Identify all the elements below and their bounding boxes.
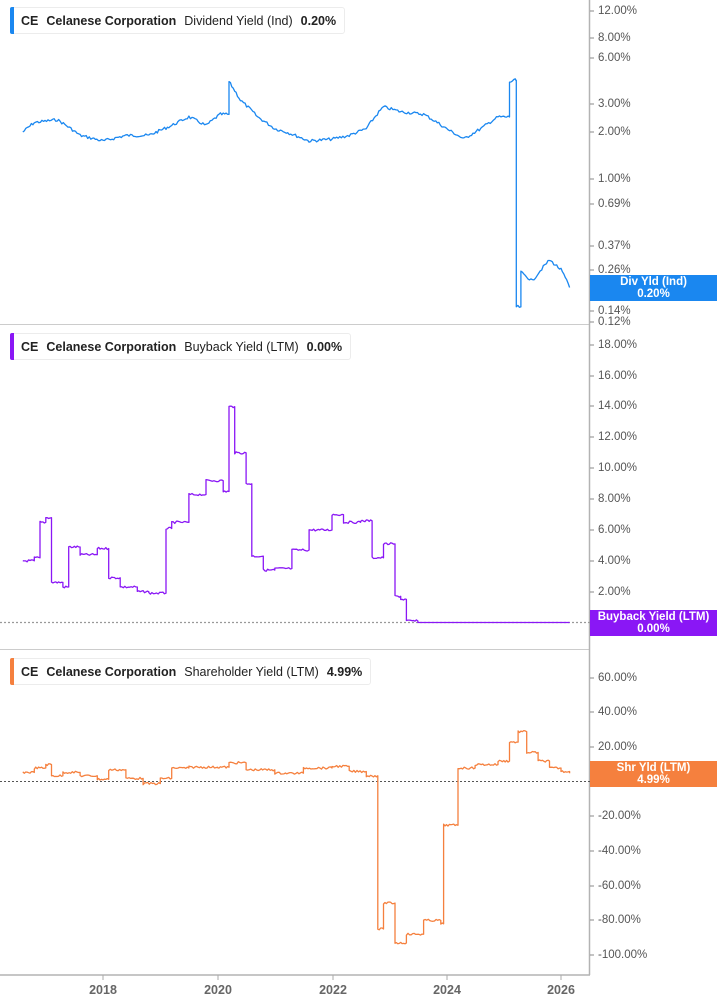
legend-value: 4.99%: [326, 664, 363, 679]
badge-label: Div Yld (Ind): [620, 276, 687, 288]
badge-value: 0.20%: [637, 288, 670, 300]
y-tick-label: 16.00%: [598, 370, 638, 382]
y-tick-label: 0.37%: [598, 240, 631, 252]
x-tick-label: 2026: [547, 983, 575, 997]
legend-value: 0.20%: [300, 13, 337, 28]
y-tick-label: -60.00%: [598, 880, 641, 892]
y-tick-label: 0.14%: [598, 305, 631, 317]
legend-metric: Dividend Yield (Ind): [184, 13, 293, 28]
y-tick-label: 8.00%: [598, 32, 631, 44]
legend-ticker: CE: [21, 13, 39, 28]
y-tick-label: -100.00%: [598, 949, 648, 961]
y-tick-label: 18.00%: [598, 339, 638, 351]
legend-metric: Buyback Yield (LTM): [184, 339, 299, 354]
shareholder-last-value-badge: Shr Yld (LTM) 4.99%: [590, 761, 717, 787]
y-tick-label: 2.00%: [598, 586, 631, 598]
y-tick-label: 14.00%: [598, 400, 638, 412]
x-tick-label: 2024: [433, 983, 461, 997]
legend-metric: Shareholder Yield (LTM): [184, 664, 319, 679]
y-tick-label: 0.12%: [598, 316, 631, 328]
series-color-swatch: [10, 658, 14, 685]
y-tick-label: 8.00%: [598, 493, 631, 505]
y-tick-label: 6.00%: [598, 52, 631, 64]
dividend-last-value-badge: Div Yld (Ind) 0.20%: [590, 275, 717, 301]
y-tick-label: 3.00%: [598, 98, 631, 110]
x-tick-label: 2020: [204, 983, 232, 997]
y-tick-label: -40.00%: [598, 845, 641, 857]
dividend-legend[interactable]: CE Celanese Corporation Dividend Yield (…: [10, 7, 346, 34]
buyback-legend[interactable]: CE Celanese Corporation Buyback Yield (L…: [10, 333, 352, 360]
y-tick-label: 1.00%: [598, 173, 631, 185]
legend-ticker: CE: [21, 664, 39, 679]
legend-company: Celanese Corporation: [46, 664, 177, 679]
legend-ticker: CE: [21, 339, 39, 354]
y-tick-label: 60.00%: [598, 672, 638, 684]
dividend-yield-line: [22, 78, 571, 308]
badge-label: Buyback Yield (LTM): [597, 611, 710, 623]
y-tick-label: 12.00%: [598, 431, 638, 443]
y-tick-label: 12.00%: [598, 5, 638, 17]
x-tick-marks: [102, 975, 562, 980]
badge-label: Shr Yld (LTM): [616, 762, 691, 774]
y-tick-label: -80.00%: [598, 914, 641, 926]
y-tick-label: -20.00%: [598, 810, 641, 822]
x-tick-label: 2022: [319, 983, 347, 997]
y-tick-label: 2.00%: [598, 126, 631, 138]
buyback-last-value-badge: Buyback Yield (LTM) 0.00%: [590, 610, 717, 636]
shareholder-legend[interactable]: CE Celanese Corporation Shareholder Yiel…: [10, 658, 372, 685]
y-tick-label: 0.69%: [598, 198, 631, 210]
series-color-swatch: [10, 333, 14, 360]
y-tick-label: 10.00%: [598, 462, 638, 474]
series-color-swatch: [10, 7, 14, 34]
shareholder-yield-line: [22, 729, 571, 945]
y-tick-label: 4.00%: [598, 555, 631, 567]
legend-company: Celanese Corporation: [46, 13, 177, 28]
y-tick-label: 0.26%: [598, 264, 631, 276]
legend-value: 0.00%: [306, 339, 343, 354]
x-tick-label: 2018: [89, 983, 117, 997]
y-tick-label: 40.00%: [598, 706, 638, 718]
badge-value: 4.99%: [637, 774, 670, 786]
badge-value: 0.00%: [637, 623, 670, 635]
buyback-yield-line: [22, 405, 570, 624]
y-tick-marks: [590, 10, 594, 956]
legend-company: Celanese Corporation: [46, 339, 177, 354]
y-tick-label: 20.00%: [598, 741, 638, 753]
y-tick-label: 6.00%: [598, 524, 631, 536]
